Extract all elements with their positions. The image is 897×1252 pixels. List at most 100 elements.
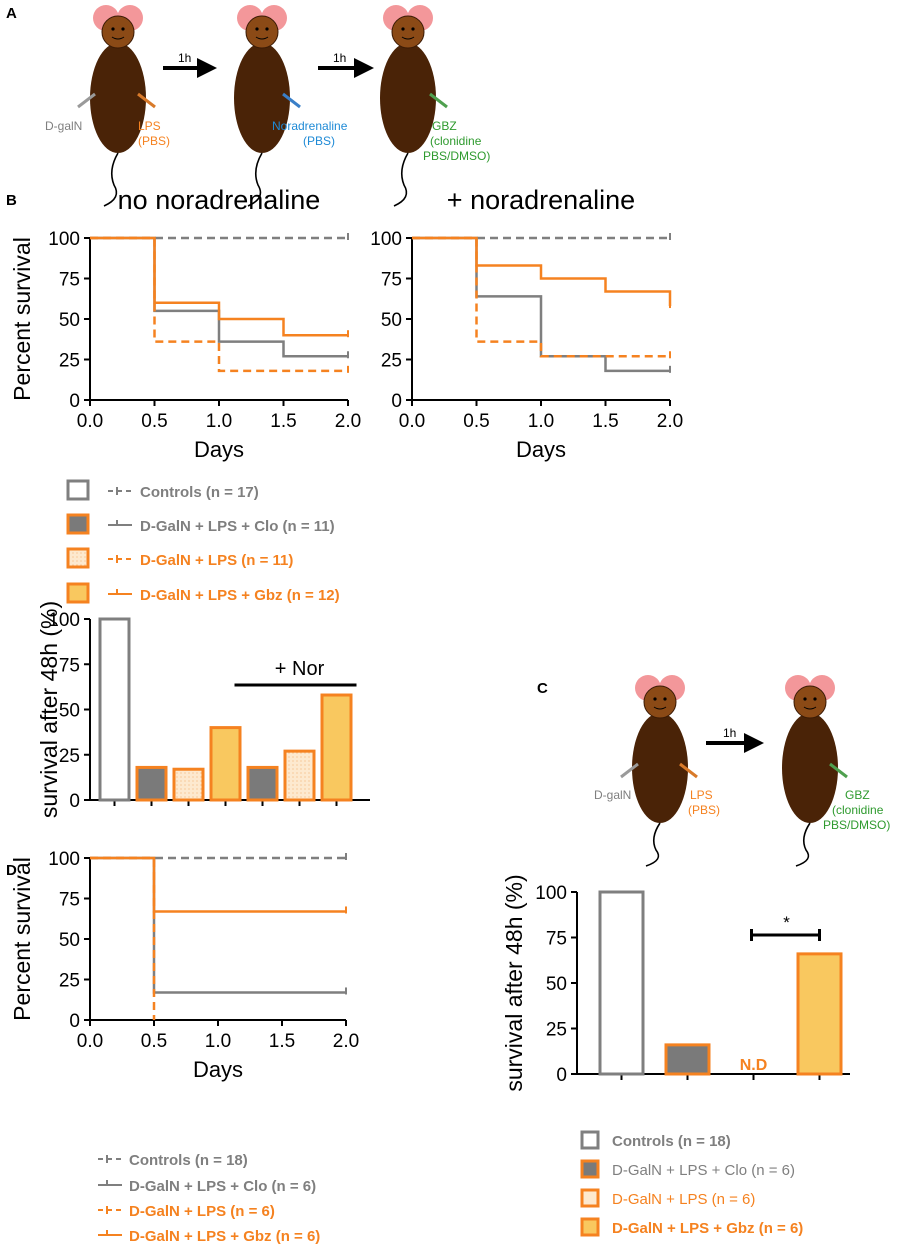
c-inj1-right-l1: LPS [690,788,713,802]
legend-d-line-gbz [98,1230,122,1236]
x-tick-label: 2.0 [333,1031,359,1052]
x-tick-label: 1.5 [592,411,618,432]
y-tick-label: 100 [48,849,80,870]
panel-label-a: A [6,5,17,22]
bar-0 [98,617,131,802]
syringe-icon-blue [282,92,301,109]
legend-c-label-0: Controls (n = 18) [612,1133,731,1150]
legend-c-label-1: D-GalN + LPS + Clo (n = 6) [612,1162,795,1179]
legend-b-swatch-gbz [66,582,90,604]
panel-a-scheme: D-galN LPS (PBS) 1h Noradrenaline (PBS) … [45,5,490,207]
sig-star: * [783,913,790,932]
y-tick-label: 75 [546,929,567,950]
x-tick-label: 1.0 [528,411,554,432]
y-tick-label: 50 [546,974,567,995]
legend-b-line-lps [108,555,131,563]
panel-label-b: B [6,192,17,209]
panel-label-c: C [537,680,548,697]
y-tick-label: 50 [381,310,402,331]
a-inj2-l1: Noradrenaline [272,119,348,133]
legend-c-label-3: D-GalN + LPS + Gbz (n = 6) [612,1220,803,1237]
legend-b-line-gbz [108,589,132,595]
legend-c-swatch-lps [580,1188,600,1208]
y-axis-label: survival after 48h (%) [36,601,62,818]
y-tick-label: 0 [69,1011,80,1032]
x-axis-label: Days [194,437,244,462]
y-tick-label: 25 [59,746,80,767]
legend-d-line-controls [98,1155,121,1163]
legend-b-label-3: D-GalN + LPS + Gbz (n = 12) [140,587,340,604]
x-tick-label: 2.0 [335,411,361,432]
chart-c-bar-survival: 0 25 50 75 100 survival after 48h (%) N.D * [501,874,850,1092]
a-inj2-l2: (PBS) [303,134,335,148]
mouse-icon-5 [782,675,838,867]
x-tick-label: 0.5 [463,411,489,432]
y-tick-label: 50 [59,930,80,951]
y-tick-label: 100 [370,229,402,250]
y-tick-label: 0 [69,791,80,812]
syringe-icon-orange [137,92,156,109]
y-tick-label: 25 [59,971,80,992]
c-step1: 1h [723,726,736,740]
y-axis-label: survival after 48h (%) [501,874,527,1091]
y-tick-label: 75 [59,890,80,911]
y-tick-label: 50 [59,310,80,331]
legend-b: Controls (n = 17) D-GalN + LPS + Clo (n … [66,479,340,604]
x-tick-label: 1.5 [270,411,296,432]
legend-d: Controls (n = 18) D-GalN + LPS + Clo (n … [98,1152,320,1245]
x-tick-label: 1.0 [205,1031,231,1052]
y-tick-label: 50 [59,701,80,722]
nor-annotation: + Nor [275,658,325,680]
x-axis-label: Days [193,1057,243,1082]
legend-b-label-0: Controls (n = 17) [140,484,259,501]
y-tick-label: 75 [59,270,80,291]
a-step1: 1h [178,51,191,65]
bar-2 [172,767,205,802]
mouse-icon-4 [632,675,688,867]
x-tick-label: 1.0 [206,411,232,432]
series-line-3 [412,236,672,307]
legend-b-label-2: D-GalN + LPS (n = 11) [140,552,293,569]
legend-c-swatch-clo [580,1159,600,1179]
y-tick-label: 0 [69,391,80,412]
y-tick-label: 0 [391,391,402,412]
a-inj3-l3: PBS/DMSO) [423,149,490,163]
syringe-icon-grey-c [620,762,639,779]
c-inj1-right-l2: (PBS) [688,803,720,817]
legend-c-swatch-controls [580,1130,600,1150]
syringe-icon-green [429,92,448,109]
bar-6 [320,693,353,802]
y-tick-label: 100 [535,883,567,904]
series-line-1 [90,236,348,358]
syringe-icon-grey [77,92,96,109]
bar-1 [135,765,168,802]
y-tick-label: 75 [381,270,402,291]
chart-b-plus-noradrenaline: 0.0 0.5 1.0 1.5 2.0 0 25 50 75 100 + noradrenaline… [370,185,683,462]
c-inj2-l2: (clonidine [832,803,884,817]
a-inj1-right-l2: (PBS) [138,134,170,148]
legend-b-swatch-clo [66,513,90,535]
nd-label: N.D [740,1057,768,1074]
panel-label-d: D [6,862,17,879]
c-inj2-l3: PBS/DMSO) [823,818,890,832]
x-axis-label: Days [516,437,566,462]
y-axis-label: Percent survival [9,857,35,1021]
legend-b-line-clo [108,520,132,526]
y-axis-label: Percent survival [9,237,35,401]
syringe-icon-green-c [829,762,848,779]
bar-5 [283,749,316,802]
panel-c-scheme: D-galN LPS (PBS) 1h GBZ (clonidine PBS/D… [594,675,890,867]
legend-d-label-3: D-GalN + LPS + Gbz (n = 6) [129,1228,320,1245]
y-tick-label: 25 [59,351,80,372]
a-inj1-left: D-galN [45,119,82,133]
chart-b-no-noradrenaline: 0.0 0.5 1.0 1.5 2.0 0 25 50 75 100 no noradrenalin… [9,185,361,462]
bar-1 [664,1043,711,1076]
legend-c-swatch-gbz [580,1217,600,1237]
series-line-1 [90,856,346,994]
a-inj3-l2: (clonidine [430,134,482,148]
y-tick-label: 100 [48,229,80,250]
mouse-icon-2 [234,5,290,207]
x-tick-label: 0.0 [77,411,103,432]
